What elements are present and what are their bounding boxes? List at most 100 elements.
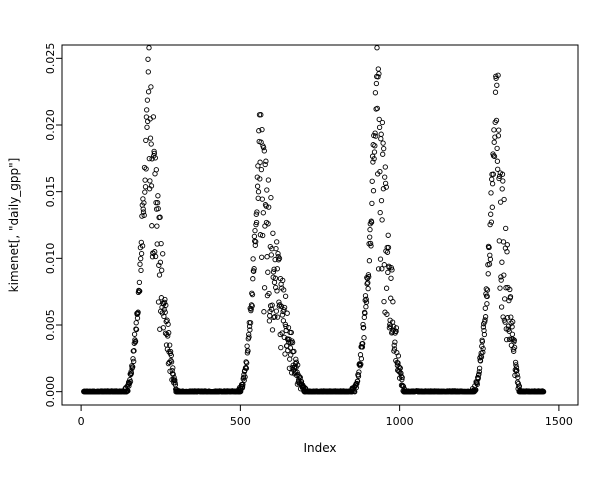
data-point	[481, 331, 488, 338]
data-point	[260, 210, 266, 216]
data-point	[476, 371, 482, 377]
data-point	[137, 261, 143, 267]
data-point	[507, 286, 513, 293]
data-point	[272, 275, 279, 281]
data-point	[254, 209, 260, 215]
data-point	[262, 161, 268, 168]
data-point	[263, 158, 269, 164]
data-point	[163, 302, 169, 308]
data-point	[363, 299, 370, 305]
data-point	[493, 117, 500, 124]
data-point	[151, 148, 157, 155]
data-point	[387, 323, 394, 329]
data-point	[135, 309, 141, 315]
data-point	[474, 381, 480, 387]
data-point	[152, 155, 158, 161]
data-point	[382, 174, 388, 180]
data-point	[133, 326, 140, 333]
data-point	[381, 298, 387, 305]
data-point	[385, 232, 391, 238]
data-point	[170, 371, 176, 377]
data-point	[482, 319, 488, 325]
data-point	[369, 200, 375, 207]
data-point	[138, 267, 144, 274]
data-point	[399, 376, 405, 383]
y-tick-label: 0.025	[44, 43, 57, 74]
data-point	[362, 310, 368, 316]
data-point	[372, 90, 379, 96]
data-point	[475, 375, 481, 381]
data-point	[380, 186, 387, 192]
data-point	[396, 364, 402, 370]
data-point	[280, 277, 286, 284]
data-point	[281, 287, 287, 293]
data-point	[255, 189, 262, 195]
data-point	[156, 272, 163, 278]
y-tick-label: 0.005	[44, 309, 57, 341]
data-point	[266, 290, 272, 297]
data-point	[384, 249, 391, 255]
data-point	[140, 209, 147, 215]
data-point	[147, 178, 153, 184]
data-point	[272, 314, 278, 320]
data-point	[378, 197, 385, 204]
data-point	[144, 124, 150, 130]
data-point	[273, 308, 280, 314]
x-tick-label: 0	[78, 415, 85, 428]
data-point	[159, 267, 165, 273]
data-point	[487, 256, 494, 262]
data-point	[367, 240, 374, 247]
data-point	[147, 135, 154, 141]
data-point	[395, 360, 401, 366]
data-point	[266, 204, 272, 210]
data-point	[271, 266, 277, 272]
data-point	[254, 183, 261, 189]
data-point	[367, 226, 373, 233]
data-point	[152, 253, 159, 260]
data-point	[281, 334, 287, 341]
data-point	[491, 153, 498, 160]
data-point	[247, 320, 254, 326]
data-point	[366, 274, 372, 280]
data-point	[484, 287, 491, 293]
data-point	[161, 299, 168, 306]
data-point	[354, 380, 360, 387]
data-point	[275, 250, 281, 257]
data-point	[502, 319, 508, 325]
data-point	[380, 151, 386, 157]
data-point	[140, 206, 146, 212]
data-point	[391, 342, 397, 348]
data-point	[282, 351, 288, 357]
data-point	[381, 262, 387, 268]
data-point	[270, 230, 276, 236]
data-point	[260, 144, 267, 151]
data-point	[249, 303, 255, 309]
data-point	[499, 259, 505, 265]
data-point	[510, 319, 516, 325]
data-point	[382, 164, 388, 170]
data-point	[138, 239, 144, 246]
data-point	[489, 181, 496, 187]
data-point	[133, 320, 139, 326]
data-point	[495, 133, 502, 139]
data-point	[381, 145, 387, 152]
data-point	[494, 158, 501, 164]
data-point	[501, 272, 507, 278]
data-point	[252, 227, 258, 234]
data-point	[274, 266, 280, 272]
data-point	[274, 314, 281, 320]
data-point	[484, 301, 490, 307]
data-point	[144, 97, 151, 103]
data-point	[392, 339, 398, 345]
data-point	[512, 359, 519, 366]
data-point	[484, 293, 490, 300]
data-point	[356, 369, 362, 375]
data-point	[166, 330, 172, 336]
data-point	[276, 255, 283, 262]
data-point	[127, 378, 134, 385]
data-points	[81, 45, 547, 395]
data-point	[289, 339, 296, 346]
data-point	[170, 365, 176, 371]
x-tick-label: 1500	[545, 415, 573, 428]
data-point	[154, 241, 160, 247]
